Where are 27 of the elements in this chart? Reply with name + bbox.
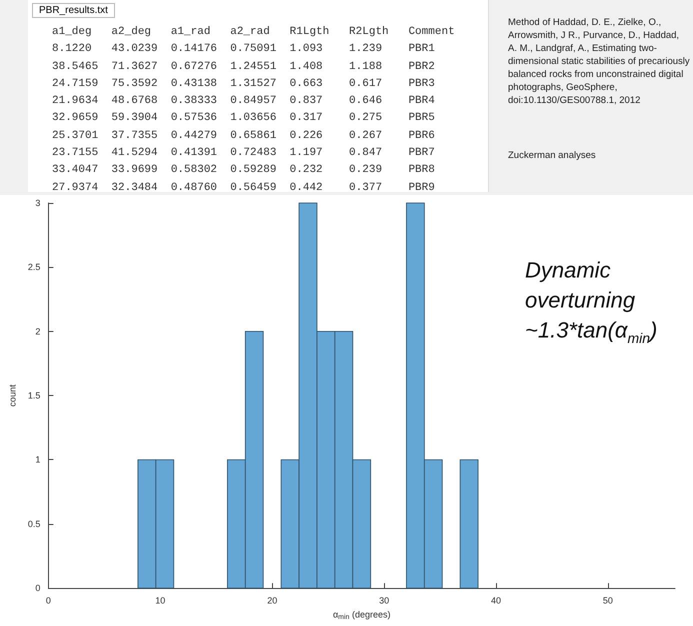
text: PBR_results.txt bbox=[32, 3, 115, 18]
y-tick-label: 0.5 bbox=[28, 518, 40, 529]
text: 21.9634 48.6768 0.38333 0.84957 0.837 0.646 PBR4 bbox=[52, 94, 436, 110]
text: 24.7159 75.3592 0.43138 1.31527 0.663 0.617 PBR3 bbox=[52, 76, 436, 92]
x-tick-label: 30 bbox=[379, 596, 390, 606]
text: 8.1220 43.0239 0.14176 0.75091 1.093 1.239 PBR1 bbox=[52, 42, 436, 58]
text: 32.9659 59.3904 0.57536 1.03656 0.317 0.275 PBR5 bbox=[52, 111, 436, 126]
x-tick-label: 20 bbox=[267, 596, 278, 606]
y-tick-label: 3 bbox=[35, 198, 40, 208]
text: Zuckerman analyses bbox=[508, 150, 597, 161]
y-axis-title: count bbox=[8, 384, 18, 407]
text: 25.3701 37.7355 0.44279 0.65861 0.226 0.267 PBR6 bbox=[52, 128, 436, 144]
x-tick-label: 0 bbox=[46, 596, 51, 606]
y-tick-label: 1.5 bbox=[28, 390, 40, 401]
x-tick-label: 10 bbox=[155, 596, 166, 606]
text: 27.9374 32.3484 0.48760 0.56459 0.442 0.377 PBR9 bbox=[52, 180, 436, 196]
x-tick-label: 40 bbox=[490, 596, 501, 606]
text: a1_deg a2_deg a1_rad a2_rad R1Lgth R2Lgth Comment bbox=[52, 25, 455, 40]
text: 23.7155 41.5294 0.41391 0.72483 1.197 0.847 PBR7 bbox=[52, 146, 436, 162]
text: Method of Haddad, D. E., Zielke, O., Arrowsmith, J R., Purvance, D., Haddad, A. M., Landgraf, A., Estimating two-dimensional static stabilities of precariously balanced rocks from unconstrained digital photographs, GeoSphere, doi:10.1130/GES00788.1, 2012 bbox=[508, 16, 690, 107]
y-tick-label: 1 bbox=[35, 454, 40, 465]
text: 38.5465 71.3627 0.67276 1.24551 1.408 1.188 PBR2 bbox=[52, 60, 436, 75]
y-tick-label: 0 bbox=[35, 583, 40, 594]
text: 33.4047 33.9699 0.58302 0.59289 0.232 0.239 PBR8 bbox=[52, 163, 436, 178]
y-tick-label: 2 bbox=[35, 326, 40, 336]
y-tick-label: 2.5 bbox=[28, 262, 40, 272]
x-tick-label: 50 bbox=[602, 596, 613, 606]
